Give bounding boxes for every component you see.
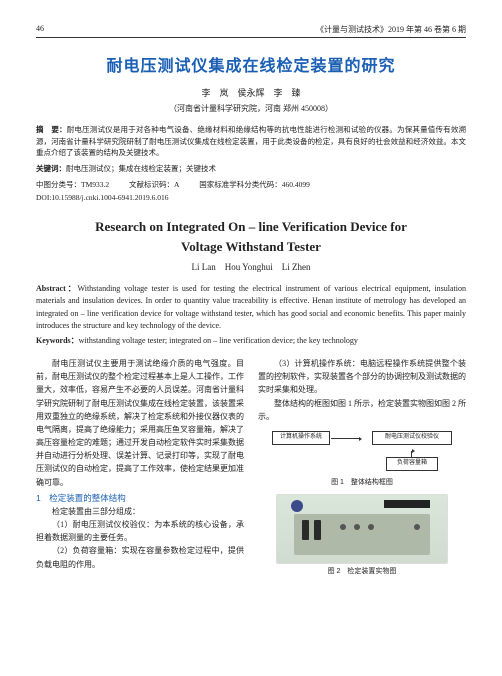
right-column: （3）计算机操作系统：电脑远程操作系统提供整个装置的控制软件，实现装置各个部分的… — [258, 357, 466, 578]
left-p3: （1）耐电压测试仪校验仪：为本系统的核心设备，承担着数据测量的主要任务。 — [36, 518, 244, 544]
body-columns: 耐电压测试仪主要用于测试绝缘介质的电气强度。目前，耐电压测试仪的整个检定过程基本… — [36, 357, 466, 578]
panel-knob-2 — [354, 524, 360, 530]
right-p2: 整体结构的框图如图 1 所示，检定装置实物图如图 2 所示。 — [258, 397, 466, 423]
figure-1: 计算机操作系统 耐电压测试仪校验仪 负荷容量箱 图 1 整体结构框图 — [258, 429, 466, 489]
authors-chinese: 李 岚 侯永辉 李 臻 — [36, 86, 466, 99]
abstract-cn-text: 耐电压测试仪是用于对各种电气设备、绝缘材料和绝缘结构等的抗电性能进行检测和试验的… — [36, 125, 466, 157]
device-panel — [294, 514, 430, 555]
authors-english: Li Lan Hou Yonghui Li Zhen — [36, 260, 466, 273]
left-p4: （2）负荷容量箱：实现在容量参数检定过程中，提供负载电阻的作用。 — [36, 544, 244, 570]
subject-code: 国家标准学科分类代码：460.4099 — [199, 180, 310, 189]
title-chinese: 耐电压测试仪集成在线检定装置的研究 — [36, 52, 466, 76]
fig1-box-c: 负荷容量箱 — [386, 457, 438, 471]
fig1-arrow-1 — [331, 438, 359, 439]
journal-info: 《计量与测试技术》2019 年第 46 卷第 6 期 — [316, 24, 466, 35]
keywords-cn-label: 关键词： — [36, 164, 66, 173]
abstract-en-label: Abstract： — [36, 284, 78, 293]
title-en-line2: Voltage Withstand Tester — [36, 237, 466, 257]
doc-code: 文献标识码：A — [129, 180, 179, 189]
left-column: 耐电压测试仪主要用于测试绝缘介质的电气强度。目前，耐电压测试仪的整个检定过程基本… — [36, 357, 244, 578]
abstract-english: Abstract：Withstanding voltage tester is … — [36, 283, 466, 333]
section-1-head: 1 检定装置的整体结构 — [36, 491, 244, 505]
panel-slot-2 — [314, 520, 321, 540]
keywords-en-label: Keywords： — [36, 336, 79, 345]
keywords-en-text: withstanding voltage tester; integrated … — [79, 336, 358, 345]
page: 46 《计量与测试技术》2019 年第 46 卷第 6 期 耐电压测试仪集成在线… — [0, 0, 502, 676]
title-english: Research on Integrated On – line Verific… — [36, 217, 466, 256]
left-p1: 耐电压测试仪主要用于测试绝缘介质的电气强度。目前，耐电压测试仪的整个检定过程基本… — [36, 357, 244, 489]
meta-row-2: DOI:10.15988/j.cnki.1004-6941.2019.6.016 — [36, 192, 466, 203]
page-number: 46 — [36, 24, 44, 35]
figure-2: 图 2 检定装置实物图 — [258, 494, 466, 578]
clc-number: 中图分类号：TM933.2 — [36, 180, 109, 189]
doi: DOI:10.15988/j.cnki.1004-6941.2019.6.016 — [36, 193, 169, 202]
abstract-chinese: 摘 要：耐电压测试仪是用于对各种电气设备、绝缘材料和绝缘结构等的抗电性能进行检测… — [36, 124, 466, 159]
device-logo — [291, 500, 303, 512]
fig1-box-a: 计算机操作系统 — [272, 431, 330, 445]
panel-knob-4 — [414, 524, 420, 530]
fig1-arrow-2 — [411, 451, 412, 457]
panel-slot-1 — [302, 520, 309, 540]
figure-2-caption: 图 2 检定装置实物图 — [258, 566, 466, 578]
left-p2: 检定装置由三部分组成： — [36, 505, 244, 518]
abstract-en-text: Withstanding voltage tester is used for … — [36, 284, 466, 330]
panel-knob-3 — [368, 524, 374, 530]
keywords-english: Keywords：withstanding voltage tester; in… — [36, 335, 466, 347]
keywords-chinese: 关键词：耐电压测试仪；集成在线检定装置；关键技术 — [36, 163, 466, 175]
affiliation-chinese: （河南省计量科学研究院，河南 郑州 450008） — [36, 103, 466, 114]
title-en-line1: Research on Integrated On – line Verific… — [36, 217, 466, 237]
figure-2-photo — [276, 494, 448, 564]
fig1-box-b: 耐电压测试仪校验仪 — [372, 431, 452, 445]
meta-row-1: 中图分类号：TM933.2 文献标识码：A 国家标准学科分类代码：460.409… — [36, 179, 466, 190]
figure-1-diagram: 计算机操作系统 耐电压测试仪校验仪 负荷容量箱 — [268, 429, 456, 475]
device-display — [384, 500, 430, 508]
abstract-cn-label: 摘 要： — [36, 125, 67, 134]
figure-1-caption: 图 1 整体结构框图 — [258, 477, 466, 489]
right-p1: （3）计算机操作系统：电脑远程操作系统提供整个装置的控制软件，实现装置各个部分的… — [258, 357, 466, 397]
panel-knob-1 — [340, 524, 346, 530]
keywords-cn-text: 耐电压测试仪；集成在线检定装置；关键技术 — [66, 164, 216, 173]
running-head: 46 《计量与测试技术》2019 年第 46 卷第 6 期 — [36, 24, 466, 38]
